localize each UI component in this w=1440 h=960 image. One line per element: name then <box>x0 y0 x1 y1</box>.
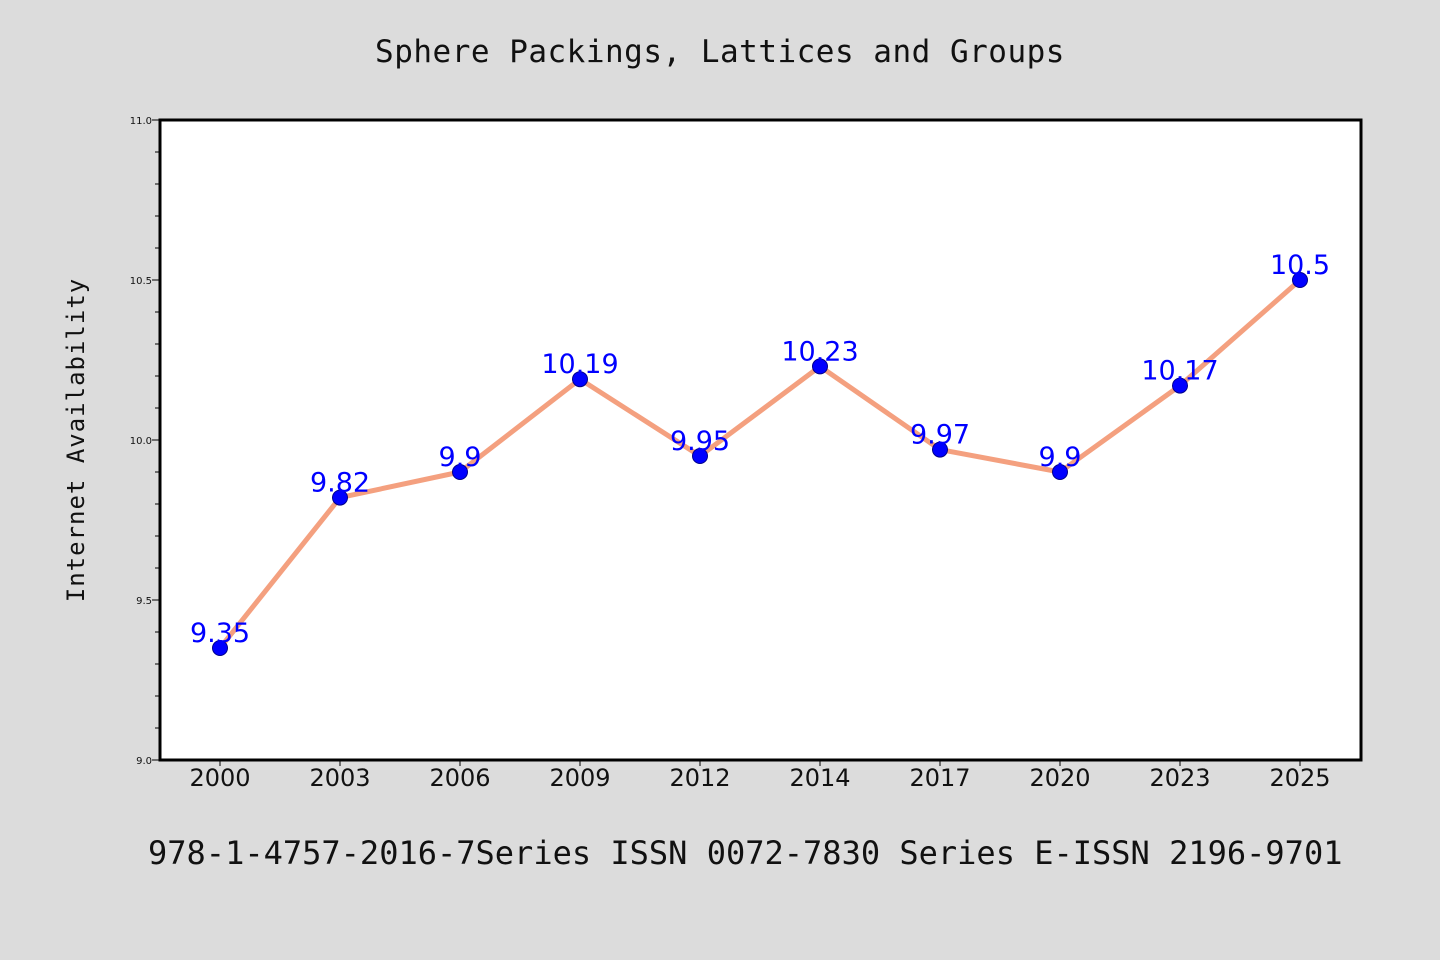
series-line <box>217 277 1303 651</box>
y-tick-label: 9.5 <box>136 596 152 607</box>
x-tick-label: 2014 <box>789 764 850 792</box>
y-axis: 9.0 9.5 10.0 10.5 11.0 <box>130 116 160 767</box>
x-tick-label: 2012 <box>669 764 730 792</box>
x-tick-label: 2009 <box>549 764 610 792</box>
data-point <box>812 358 828 375</box>
x-tick-label: 2017 <box>909 764 970 792</box>
data-label: 10.19 <box>541 349 618 380</box>
x-tick-label: 2025 <box>1269 764 1330 792</box>
x-tick-label: 2023 <box>1149 764 1210 792</box>
y-axis-label: Internet Availability <box>62 277 90 603</box>
data-label: 10.5 <box>1270 250 1330 281</box>
data-label: 9.9 <box>1039 442 1082 473</box>
data-label: 10.23 <box>781 336 858 367</box>
data-point <box>692 448 708 464</box>
series-group <box>212 272 1308 656</box>
y-tick-label: 10.5 <box>130 276 152 287</box>
data-label: 10.17 <box>1141 356 1218 387</box>
plot-area <box>158 118 1363 762</box>
data-label: 9.95 <box>670 426 730 457</box>
data-label: 9.35 <box>190 618 250 649</box>
data-label: 9.9 <box>439 442 482 473</box>
data-point <box>332 489 348 506</box>
x-tick-label: 2003 <box>309 764 370 792</box>
data-point <box>452 464 468 480</box>
x-tick-label: 2006 <box>429 764 490 792</box>
data-labels: 9.35 9.82 9.9 10.19 9.95 10.23 9.97 9.9 10.17 10.… <box>190 250 1330 649</box>
data-label: 9.82 <box>310 468 370 499</box>
data-point <box>1292 272 1308 288</box>
data-point <box>1172 377 1188 394</box>
data-label: 9.97 <box>910 420 970 451</box>
data-point <box>212 640 228 656</box>
y-tick-label: 10.0 <box>130 436 152 447</box>
data-point <box>572 371 588 388</box>
data-point <box>1052 464 1068 480</box>
y-tick-label: 9.0 <box>136 756 152 767</box>
footer-isbn-text: 978-1-4757-2016-7Series ISSN 0072-7830 S… <box>148 834 1343 872</box>
chart-title: Sphere Packings, Lattices and Groups <box>375 34 1065 70</box>
x-axis: 2000 2003 2006 2009 2012 2014 2017 2020 2023 2025 <box>189 760 1331 792</box>
data-point <box>932 441 948 458</box>
x-tick-label: 2020 <box>1029 764 1090 792</box>
y-tick-label: 11.0 <box>130 116 152 127</box>
x-tick-label: 2000 <box>189 764 250 792</box>
